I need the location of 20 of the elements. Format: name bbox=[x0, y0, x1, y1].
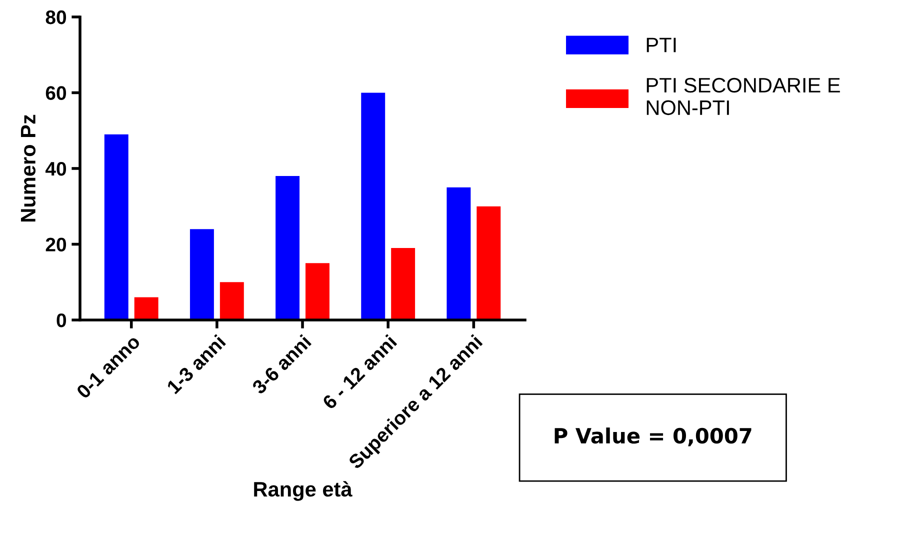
y-tick-label: 40 bbox=[45, 162, 66, 176]
bar bbox=[306, 263, 330, 320]
bar bbox=[361, 92, 386, 320]
legend-label: PTI SECONDARIE E NON-PTI bbox=[646, 78, 840, 116]
bar bbox=[276, 176, 300, 320]
bar bbox=[190, 229, 214, 320]
legend-label: PTI bbox=[646, 38, 676, 52]
y-tick-label: 60 bbox=[46, 86, 66, 100]
text: P Value = 0,0007 bbox=[554, 428, 752, 446]
x-axis-title: Range età bbox=[254, 481, 352, 501]
bar bbox=[476, 206, 501, 320]
y-tick-label: 80 bbox=[46, 10, 66, 24]
y-tick-label: 20 bbox=[46, 238, 66, 252]
bar bbox=[391, 248, 416, 320]
bar bbox=[220, 282, 244, 320]
y-axis-title: Numero Pz bbox=[20, 114, 36, 222]
y-tick-label: 0 bbox=[56, 313, 66, 328]
bar bbox=[134, 297, 158, 320]
bar bbox=[104, 134, 128, 320]
bar bbox=[446, 187, 471, 320]
